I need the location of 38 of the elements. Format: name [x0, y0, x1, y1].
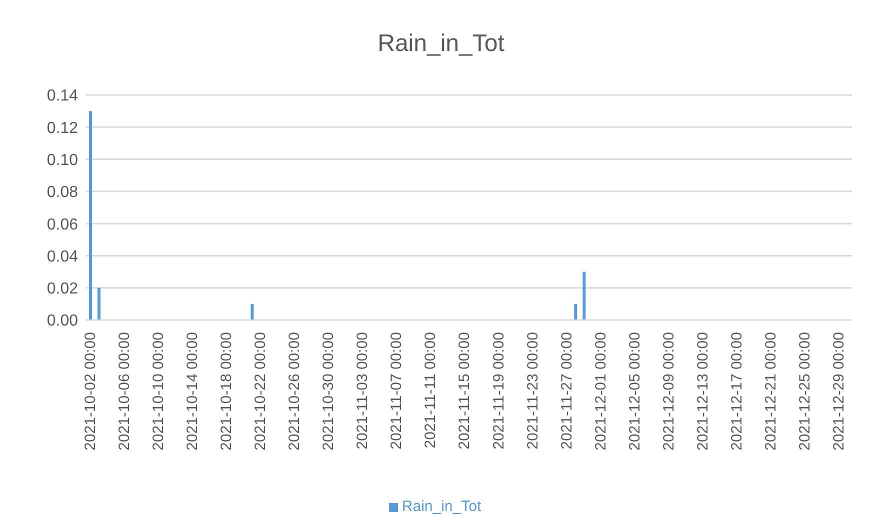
bar: [98, 288, 101, 320]
x-tick-label: 2021-11-27 00:00: [558, 332, 576, 450]
bar: [89, 111, 92, 320]
x-tick-label: 2021-10-02 00:00: [82, 332, 99, 450]
x-tick-label: 2021-11-23 00:00: [524, 332, 542, 450]
y-tick-label: 0.12: [46, 120, 78, 137]
y-tick-label: 0.00: [46, 312, 78, 330]
bar: [582, 272, 586, 320]
x-tick-label: 2021-11-07 00:00: [388, 332, 406, 450]
y-tick-label: 0.08: [46, 184, 78, 202]
y-tick-label: 0.10: [46, 152, 78, 169]
x-tick-label: 2021-12-05 00:00: [626, 332, 644, 450]
x-tick-label: 2021-12-29 00:00: [830, 332, 848, 450]
x-tick-label: 2021-10-06 00:00: [116, 332, 133, 450]
y-tick-label: 0.02: [46, 280, 78, 298]
y-tick-label: 0.06: [46, 216, 78, 234]
x-tick-label: 2021-12-01 00:00: [592, 332, 610, 450]
x-tick-label: 2021-10-22 00:00: [252, 332, 269, 450]
x-tick-label: 2021-11-15 00:00: [456, 332, 474, 450]
x-tick-label: 2021-10-14 00:00: [184, 332, 201, 450]
x-tick-label: 2021-10-30 00:00: [320, 332, 338, 450]
bar: [250, 304, 254, 320]
y-tick-label: 0.04: [46, 248, 78, 266]
x-tick-label: 2021-10-18 00:00: [218, 332, 235, 450]
x-tick-label: 2021-12-09 00:00: [660, 332, 678, 450]
x-tick-label: 2021-10-10 00:00: [150, 332, 167, 450]
x-tick-label: 2021-12-13 00:00: [694, 332, 712, 450]
x-tick-label: 2021-12-17 00:00: [728, 332, 746, 450]
x-tick-label: 2021-11-19 00:00: [490, 332, 508, 450]
bar: [574, 304, 578, 320]
legend-label: Rain_in_Tot: [402, 498, 482, 515]
x-tick-label: 2021-11-11 00:00: [422, 332, 440, 448]
x-tick-label: 2021-12-25 00:00: [796, 332, 814, 450]
y-tick-label: 0.14: [46, 88, 78, 105]
x-tick-label: 2021-11-03 00:00: [354, 332, 372, 450]
x-tick-label: 2021-10-26 00:00: [286, 332, 304, 450]
x-tick-label: 2021-12-21 00:00: [762, 332, 780, 450]
chart-title: Rain_in_Tot: [376, 30, 506, 58]
